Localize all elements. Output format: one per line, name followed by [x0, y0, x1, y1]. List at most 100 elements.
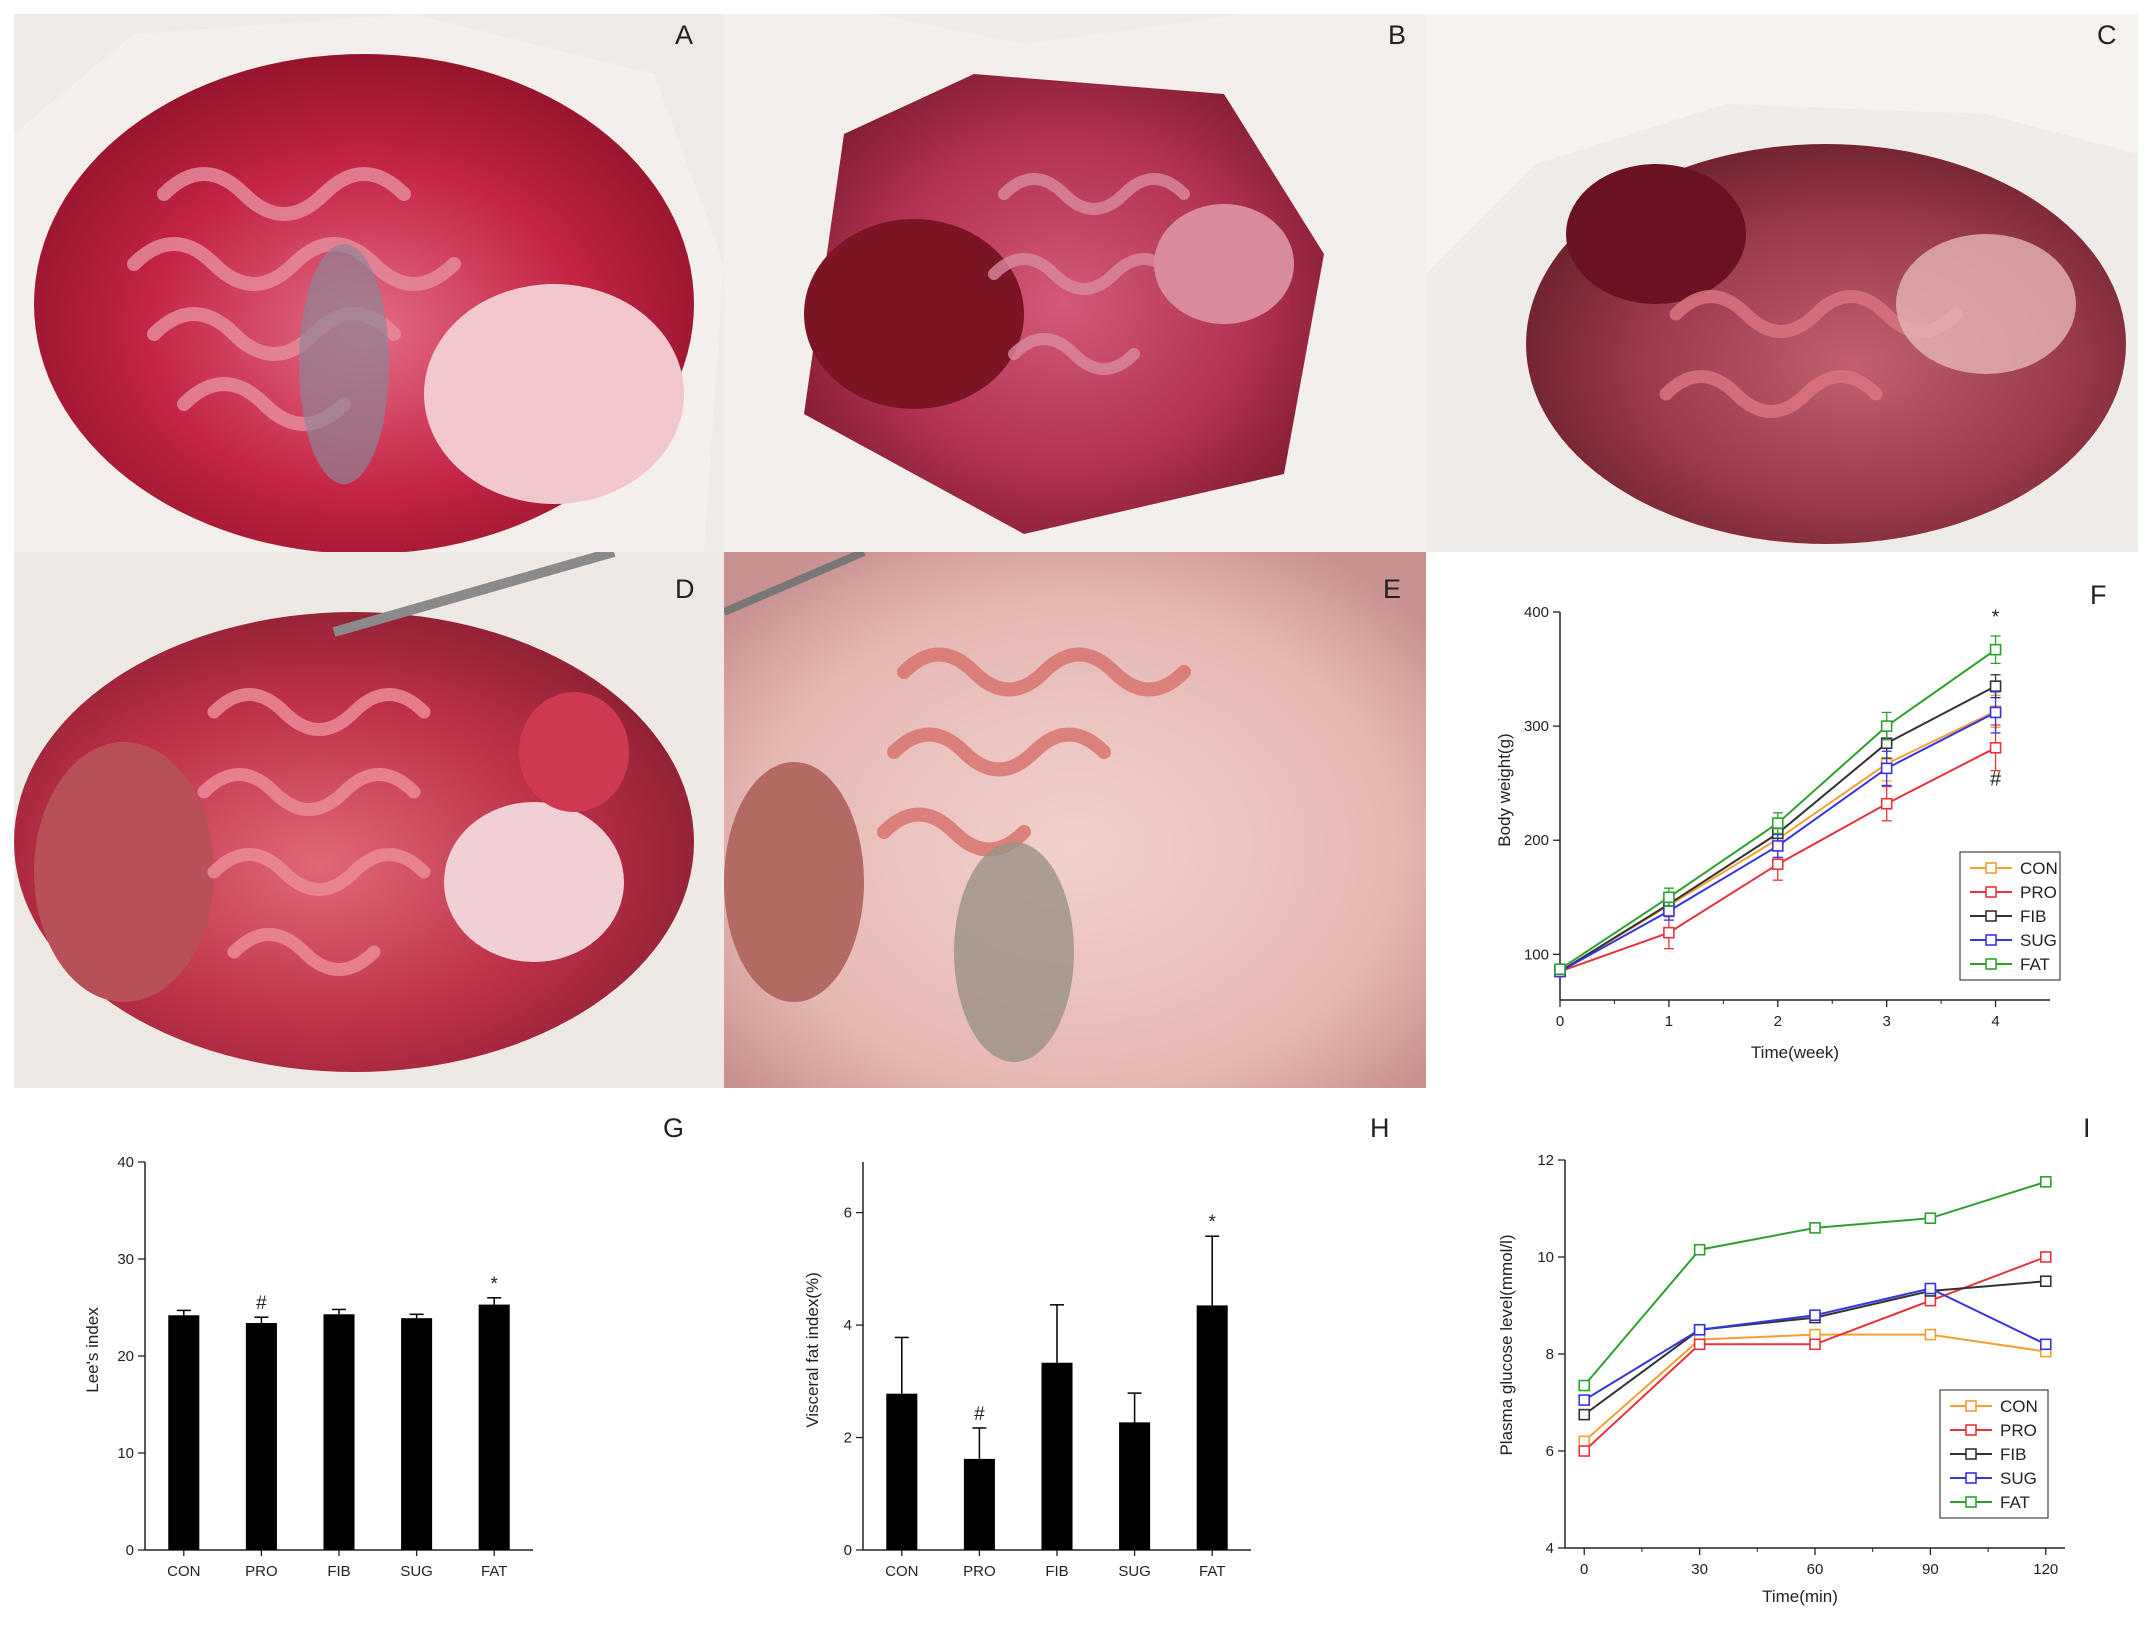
plasma-glucose-point-con — [1809, 1328, 1821, 1341]
plasma-glucose-legend-label-sug: SUG — [2000, 1469, 2037, 1488]
body-weight-point-fat — [1771, 817, 1784, 829]
plasma-glucose-point-sug — [1578, 1394, 1591, 1406]
plasma-glucose-point-pro — [1809, 1338, 1821, 1351]
body-weight-line-fat — [1559, 648, 1997, 971]
body-weight-point-pro — [1989, 742, 2002, 754]
visceral-fat-bar-chart: 0 2 4 6 CON PRO FIB SUG FAT Visceral fat index(%… — [803, 1162, 1251, 1580]
plasma-glucose-point-pro — [1578, 1445, 1591, 1457]
lees-index-bar-fib — [323, 1314, 355, 1550]
plasma-glucose-y-tick-label: 10 — [1537, 1249, 1554, 1266]
photo-panel-c — [1426, 14, 2138, 552]
plasma-glucose-legend-marker — [1965, 1400, 1977, 1412]
photo-panel-a — [14, 14, 724, 552]
panel-label-h: H — [1370, 1113, 1390, 1143]
panel-label-g: G — [663, 1113, 685, 1143]
body-weight-legend-label-pro: PRO — [2020, 883, 2057, 902]
lees-index-x-tick-label: SUG — [400, 1563, 433, 1580]
body-weight-x-tick-label: 1 — [1665, 1013, 1673, 1030]
plasma-glucose-legend-label-con: CON — [2000, 1397, 2038, 1416]
plasma-glucose-point-sug — [2039, 1338, 2052, 1351]
body-weight-annotation: # — [1990, 768, 2002, 790]
plasma-glucose-point-fat — [1809, 1222, 1821, 1234]
plasma-glucose-x-tick-label: 60 — [1807, 1561, 1824, 1578]
body-weight-y-tick-label: 200 — [1524, 832, 1549, 849]
photo-panel-e — [724, 552, 1426, 1088]
panel-label-a: A — [675, 20, 694, 50]
chart-body-weight: 100 200 300 400 0 1 2 3 4 Body weight(g) Time(we… — [1470, 580, 2150, 1080]
plasma-glucose-point-pro — [1693, 1338, 1706, 1351]
plasma-glucose-point-fib — [1578, 1408, 1591, 1421]
plasma-glucose-point-fat — [1578, 1379, 1591, 1392]
photo-panel-b — [724, 14, 1426, 552]
plasma-glucose-x-tick-label: 120 — [2033, 1561, 2058, 1578]
visceral-fat-x-tick-label: CON — [885, 1563, 918, 1580]
plasma-glucose-x-label: Time(min) — [1762, 1587, 1838, 1606]
body-weight-x-tick-label: 4 — [1991, 1013, 1999, 1030]
panel-label-b: B — [1388, 20, 1407, 50]
body-weight-x-tick-label: 0 — [1556, 1013, 1564, 1030]
visceral-fat-bar-pro — [963, 1458, 995, 1550]
body-weight-point-sug — [1663, 905, 1675, 917]
lees-index-bar-pro — [245, 1323, 277, 1550]
body-weight-point-pro — [1771, 858, 1784, 871]
chart-lees-index: 0 10 20 30 40 CON PRO FIB SUG FAT Lee's index # * — [60, 1130, 620, 1600]
body-weight-point-fib — [1989, 680, 2002, 692]
body-weight-legend-marker — [1985, 886, 1997, 898]
plasma-glucose-legend-marker — [1965, 1496, 1977, 1508]
lees-index-annotation: * — [490, 1274, 498, 1295]
body-weight-point-fat — [1989, 643, 2002, 656]
visceral-fat-y-label: Visceral fat index(%) — [803, 1272, 822, 1428]
plasma-glucose-legend-label-fib: FIB — [2000, 1445, 2026, 1464]
lees-index-bar-chart: 0 10 20 30 40 CON PRO FIB SUG FAT Lee's index # * — [83, 1154, 533, 1580]
body-weight-legend-marker — [1985, 910, 1997, 922]
body-weight-line-chart: 100 200 300 400 0 1 2 3 4 Body weight(g) Time(we… — [1495, 604, 2061, 1062]
visceral-fat-x-tick-label: PRO — [963, 1563, 996, 1580]
panel-label-d: D — [675, 574, 695, 604]
plasma-glucose-point-con — [1578, 1435, 1591, 1448]
body-weight-point-sug — [1989, 706, 2002, 719]
plasma-glucose-point-fat — [2039, 1176, 2052, 1188]
plasma-glucose-legend-label-fat: FAT — [2000, 1493, 2030, 1512]
body-weight-legend-label-fat: FAT — [2020, 955, 2050, 974]
body-weight-legend-label-fib: FIB — [2020, 907, 2046, 926]
plasma-glucose-legend-marker — [1965, 1448, 1977, 1460]
plasma-glucose-point-pro — [1924, 1294, 1937, 1307]
lees-index-x-tick-label: FIB — [327, 1563, 350, 1580]
panel-label-i: I — [2083, 1113, 2091, 1143]
body-weight-y-label: Body weight(g) — [1495, 733, 1514, 846]
body-weight-legend-label-sug: SUG — [2020, 931, 2057, 950]
plasma-glucose-x-tick-label: 90 — [1922, 1561, 1939, 1578]
chart-visceral-fat: 0 2 4 6 CON PRO FIB SUG FAT Visceral fat index(%… — [778, 1130, 1338, 1600]
plasma-glucose-legend-marker — [1965, 1424, 1977, 1436]
plasma-glucose-point-pro — [2039, 1251, 2052, 1263]
body-weight-x-tick-label: 2 — [1774, 1013, 1782, 1030]
visceral-fat-x-tick-label: FAT — [1199, 1563, 1225, 1580]
body-weight-annotation: * — [1992, 606, 2000, 628]
plasma-glucose-legend-label-pro: PRO — [2000, 1421, 2037, 1440]
photo-panel-d — [14, 552, 724, 1088]
plasma-glucose-y-tick-label: 8 — [1546, 1346, 1554, 1363]
plasma-glucose-x-tick-label: 0 — [1580, 1561, 1588, 1578]
visceral-fat-y-tick-label: 0 — [844, 1542, 852, 1559]
plasma-glucose-x-tick-label: 30 — [1691, 1561, 1708, 1578]
visceral-fat-annotation: * — [1208, 1212, 1216, 1233]
body-weight-point-pro — [1663, 926, 1675, 939]
panel-label-c: C — [2097, 20, 2117, 50]
body-weight-legend-marker — [1985, 958, 1997, 970]
visceral-fat-y-tick-label: 6 — [844, 1205, 852, 1222]
plasma-glucose-point-sug — [1809, 1309, 1821, 1321]
plasma-glucose-y-tick-label: 4 — [1546, 1540, 1554, 1557]
body-weight-y-tick-label: 100 — [1524, 946, 1549, 963]
lees-index-y-tick-label: 10 — [117, 1445, 134, 1462]
visceral-fat-y-tick-label: 2 — [844, 1430, 852, 1447]
lees-index-y-tick-label: 40 — [117, 1154, 134, 1171]
visceral-fat-annotation: # — [974, 1404, 985, 1425]
visceral-fat-bar-con — [886, 1393, 918, 1550]
lees-index-y-tick-label: 20 — [117, 1348, 134, 1365]
chart-plasma-glucose: 4 6 8 10 12 0 30 60 90 120 Plasma glucose level(m… — [1470, 1130, 2150, 1620]
visceral-fat-x-tick-label: FIB — [1045, 1563, 1068, 1580]
body-weight-point-fat — [1554, 963, 1566, 975]
plasma-glucose-point-sug — [1693, 1323, 1706, 1336]
body-weight-legend-label-con: CON — [2020, 859, 2058, 878]
